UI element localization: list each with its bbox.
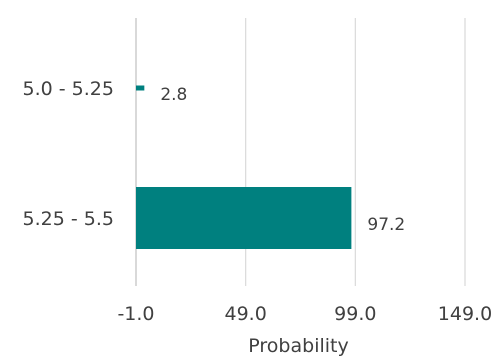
- category-label-0: 5.0 - 5.25: [23, 78, 114, 100]
- labels: -1.0 49.0 99.0 149.0 5.0 - 5.25 2.8 5.25 - 5.5…: [23, 78, 493, 325]
- x-axis-title: Probability: [248, 335, 348, 357]
- category-label-1: 5.25 - 5.5: [23, 208, 114, 230]
- x-tick-label-1: 49.0: [225, 303, 267, 325]
- data-label-1: 97.2: [367, 215, 405, 235]
- bars: [136, 85, 352, 249]
- x-tick-label-3: 149.0: [438, 303, 492, 325]
- x-tick-label-0: -1.0: [117, 303, 154, 325]
- bar-0: [136, 85, 145, 91]
- bar-1: [136, 187, 352, 249]
- data-label-0: 2.8: [160, 85, 187, 105]
- x-tick-label-2: 99.0: [334, 303, 376, 325]
